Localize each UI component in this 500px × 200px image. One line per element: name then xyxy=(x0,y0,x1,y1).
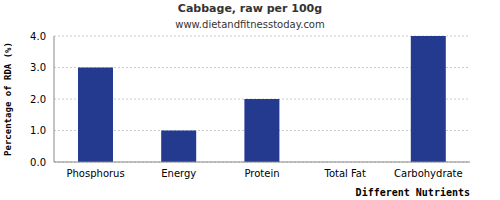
svg-text:3.0: 3.0 xyxy=(30,62,46,73)
svg-text:4.0: 4.0 xyxy=(30,31,46,42)
html-text:Cabbage, raw per 100g: Cabbage, raw per 100g xyxy=(177,2,323,15)
svg-text:1.0: 1.0 xyxy=(30,125,46,136)
svg-text:Different Nutrients: Different Nutrients xyxy=(356,187,470,198)
svg-text:Carbohydrate: Carbohydrate xyxy=(394,168,463,179)
svg-text:0.0: 0.0 xyxy=(30,157,46,168)
svg-text:Percentage of RDA (%): Percentage of RDA (%) xyxy=(8,42,13,156)
html-text:www.dietandfitnesstoday.com: www.dietandfitnesstoday.com xyxy=(175,19,325,30)
svg-text:Energy: Energy xyxy=(161,168,196,179)
svg-text:Phosphorus: Phosphorus xyxy=(67,168,125,179)
svg-text:2.0: 2.0 xyxy=(30,94,46,105)
svg-text:Protein: Protein xyxy=(244,168,279,179)
svg-text:Total Fat: Total Fat xyxy=(323,168,365,179)
